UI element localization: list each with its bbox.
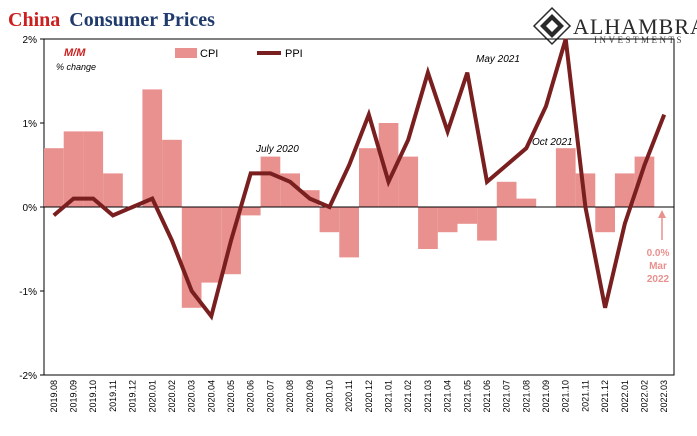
- cpi-bar: [359, 148, 379, 207]
- cpi-bar: [103, 173, 123, 207]
- units-sublabel: % change: [56, 62, 96, 72]
- diamond-logo-icon: [532, 6, 572, 46]
- legend-cpi-label: CPI: [200, 48, 218, 60]
- cpi-bar: [418, 207, 438, 249]
- legend-cpi-swatch: [175, 48, 197, 58]
- cpi-bar: [457, 207, 478, 224]
- cpi-bar: [634, 156, 655, 207]
- x-tick-label: 2022.01: [620, 380, 630, 413]
- x-tick-label: 2020.01: [147, 380, 157, 413]
- note-value: 0.0%: [647, 248, 670, 259]
- cpi-bar: [319, 207, 340, 233]
- x-tick-label: 2020.05: [226, 380, 236, 413]
- cpi-bar: [339, 207, 359, 258]
- up-arrow-icon: [658, 210, 666, 218]
- cpi-bars: [44, 89, 655, 308]
- note-month: Mar: [649, 261, 667, 272]
- y-axis-ticks: 2% 1% 0% -1% -2%: [19, 35, 44, 382]
- x-tick-label: 2022.02: [640, 380, 650, 413]
- logo-sub: INVESTMENTS: [594, 35, 684, 45]
- cpi-bar: [378, 123, 399, 207]
- units-label: M/M: [64, 47, 86, 59]
- ppi-line: [52, 38, 667, 321]
- y-tick-label: -1%: [19, 287, 37, 298]
- annotation-may-2021: May 2021: [476, 54, 520, 65]
- x-tick-label: 2020.10: [325, 380, 335, 413]
- x-tick-label: 2019.09: [69, 380, 79, 413]
- cpi-bar: [437, 207, 458, 233]
- x-tick-label: 2021.03: [423, 380, 433, 413]
- x-tick-label: 2019.10: [88, 380, 98, 413]
- x-tick-label: 2021.12: [600, 380, 610, 413]
- cpi-bar: [614, 173, 635, 207]
- x-tick-label: 2021.04: [443, 380, 453, 413]
- x-tick-label: 2021.10: [561, 380, 571, 413]
- x-tick-label: 2019.08: [49, 380, 59, 413]
- cpi-bar: [201, 207, 222, 283]
- logo-name: ALHAMBRA: [573, 14, 697, 39]
- cpi-bar: [240, 207, 261, 216]
- cpi-bar: [477, 207, 497, 241]
- y-tick-label: 1%: [23, 119, 38, 130]
- annotation-july-2020: July 2020: [255, 144, 299, 155]
- cpi-bar: [63, 131, 84, 207]
- y-tick-label: 2%: [23, 35, 38, 46]
- legend-ppi-label: PPI: [285, 48, 303, 60]
- note-year: 2022: [647, 274, 670, 285]
- x-axis-ticks: 2019.08 2019.09 2019.10 2019.11 2019.12 2020.…: [49, 380, 669, 413]
- x-tick-label: 2021.06: [482, 380, 492, 413]
- cpi-bar: [398, 156, 419, 207]
- x-tick-label: 2020.12: [364, 380, 374, 413]
- cpi-bar: [260, 156, 281, 207]
- cpi-bar: [142, 89, 163, 207]
- x-tick-label: 2019.11: [108, 380, 118, 412]
- x-tick-label: 2021.07: [502, 380, 512, 413]
- cpi-bar: [595, 207, 615, 233]
- annotation-oct-2021: Oct 2021: [532, 137, 573, 148]
- x-tick-label: 2020.07: [265, 380, 275, 413]
- chart-title-rest: Consumer Prices: [69, 9, 215, 31]
- x-tick-label: 2021.11: [580, 380, 590, 412]
- cpi-bar: [83, 131, 104, 207]
- legend: CPI PPI: [175, 48, 303, 60]
- x-tick-label: 2019.12: [128, 380, 138, 413]
- mar-2022-note: 0.0% Mar 2022: [647, 210, 670, 285]
- x-tick-label: 2020.06: [246, 380, 256, 413]
- x-tick-label: 2020.09: [305, 380, 315, 413]
- x-tick-label: 2020.11: [344, 380, 354, 412]
- x-tick-label: 2020.03: [187, 380, 197, 413]
- alhambra-logo: ALHAMBRA INVESTMENTS: [532, 6, 697, 46]
- y-tick-label: 0%: [23, 203, 38, 214]
- x-tick-label: 2020.02: [167, 380, 177, 413]
- cpi-bar: [555, 148, 576, 207]
- x-tick-label: 2021.05: [462, 380, 472, 413]
- chart-title: China Consumer Prices: [8, 9, 215, 31]
- cpi-bar: [162, 139, 182, 207]
- x-tick-label: 2021.02: [403, 380, 413, 413]
- x-tick-label: 2021.09: [541, 380, 551, 413]
- cpi-bar: [44, 148, 64, 207]
- x-tick-label: 2022.03: [659, 380, 669, 413]
- x-tick-label: 2021.08: [521, 380, 531, 413]
- y-tick-label: -2%: [19, 371, 37, 382]
- x-tick-label: 2021.01: [384, 380, 394, 413]
- chart-title-china: China: [8, 9, 60, 31]
- x-tick-label: 2020.04: [206, 380, 216, 413]
- cpi-bar: [496, 181, 517, 207]
- x-tick-label: 2020.08: [285, 380, 295, 413]
- cpi-bar: [516, 198, 537, 207]
